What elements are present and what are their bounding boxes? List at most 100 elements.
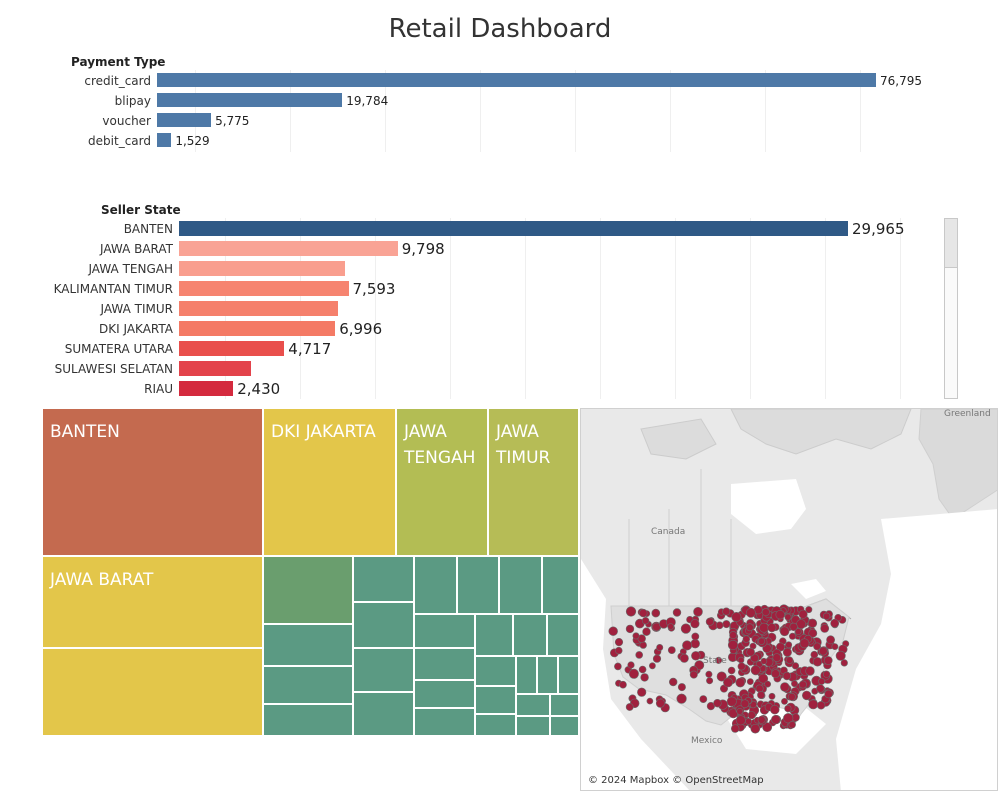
map-location-dot[interactable] — [705, 617, 714, 626]
map-location-dot[interactable] — [826, 635, 835, 645]
map-location-dot[interactable] — [791, 680, 798, 688]
map-location-dot[interactable] — [808, 699, 819, 710]
map-location-dot[interactable] — [682, 640, 693, 651]
payment-bar[interactable] — [157, 113, 212, 127]
map-location-dot[interactable] — [649, 662, 656, 670]
map-location-dot[interactable] — [705, 670, 713, 678]
treemap-tile-small[interactable] — [475, 686, 516, 714]
map-location-dot[interactable] — [788, 721, 796, 729]
map-location-dot[interactable] — [781, 697, 788, 705]
treemap-tile-small[interactable] — [263, 666, 353, 704]
map-location-dot[interactable] — [816, 684, 825, 693]
map-location-dot[interactable] — [699, 695, 708, 703]
treemap-tile-small[interactable] — [542, 556, 579, 614]
map-location-dot[interactable] — [667, 646, 676, 654]
map-location-dot[interactable] — [755, 684, 764, 693]
map-location-dot[interactable] — [785, 656, 794, 664]
map-location-dot[interactable] — [782, 671, 792, 681]
map-location-dot[interactable] — [742, 635, 751, 643]
map-location-dot[interactable] — [757, 715, 766, 724]
map-location-dot[interactable] — [835, 650, 846, 661]
map-location-dot[interactable] — [787, 692, 796, 701]
map-location-dot[interactable] — [818, 646, 828, 656]
map-location-dot[interactable] — [813, 642, 821, 651]
map-location-dot[interactable] — [638, 665, 647, 674]
map-location-dot[interactable] — [775, 610, 785, 620]
map-location-dot[interactable] — [771, 714, 781, 725]
map-location-dot[interactable] — [608, 626, 618, 636]
map-location-dot[interactable] — [762, 722, 773, 732]
map-location-dot[interactable] — [625, 606, 637, 617]
map-location-dot[interactable] — [628, 668, 639, 679]
map-location-dot[interactable] — [746, 678, 754, 685]
treemap-tile-small[interactable] — [414, 708, 475, 736]
map-location-dot[interactable] — [619, 680, 627, 689]
map-location-dot[interactable] — [656, 644, 664, 652]
treemap-tile-banten[interactable]: BANTEN — [42, 408, 263, 556]
map-location-dot[interactable] — [840, 659, 848, 667]
map-location-dot[interactable] — [771, 669, 780, 679]
treemap-tile-small[interactable] — [499, 556, 542, 614]
map-location-dot[interactable] — [625, 703, 634, 711]
map-location-dot[interactable] — [731, 724, 740, 733]
map-location-dot[interactable] — [641, 617, 650, 625]
map-location-dot[interactable] — [822, 612, 831, 621]
map-location-dot[interactable] — [639, 608, 648, 618]
treemap-tile-small[interactable] — [353, 692, 414, 736]
map-location-dot[interactable] — [798, 609, 808, 619]
map-location-dot[interactable] — [798, 680, 807, 689]
seller-chart-scrollbar[interactable] — [944, 218, 958, 399]
map-location-dot[interactable] — [831, 643, 839, 650]
map-location-dot[interactable] — [805, 606, 813, 614]
map-location-dot[interactable] — [745, 607, 756, 618]
map-location-dot[interactable] — [715, 621, 724, 630]
seller-bar[interactable] — [179, 341, 285, 356]
payment-bar[interactable] — [157, 133, 172, 147]
map-location-dot[interactable] — [799, 638, 810, 649]
treemap-tile-small[interactable] — [263, 704, 353, 736]
treemap-tile-small[interactable] — [353, 602, 414, 648]
map-location-dot[interactable] — [760, 657, 768, 665]
treemap-tile-small[interactable] — [516, 656, 537, 694]
map-location-dot[interactable] — [745, 717, 752, 725]
map-location-dot[interactable] — [716, 671, 727, 682]
map-location-dot[interactable] — [706, 677, 714, 685]
seller-location-map[interactable]: Greenland Canada Mexico State © 2024 Map… — [580, 408, 998, 791]
treemap-tile-jawa-tengah[interactable]: JAWA TENGAH — [396, 408, 488, 556]
map-location-dot[interactable] — [736, 707, 744, 715]
map-location-dot[interactable] — [726, 696, 737, 707]
treemap-tile-small[interactable] — [457, 556, 499, 614]
treemap-tile-small[interactable] — [414, 556, 457, 614]
map-location-dot[interactable] — [758, 673, 769, 684]
map-location-dot[interactable] — [652, 654, 662, 663]
map-location-dot[interactable] — [655, 698, 665, 708]
map-location-dot[interactable] — [818, 677, 826, 685]
map-location-dot[interactable] — [646, 697, 654, 705]
map-location-dot[interactable] — [824, 689, 833, 699]
map-location-dot[interactable] — [761, 608, 770, 617]
treemap-tile-small[interactable] — [475, 656, 516, 686]
treemap-tile-jawa-barat-part[interactable] — [42, 648, 263, 736]
map-location-dot[interactable] — [635, 651, 644, 659]
map-location-dot[interactable] — [727, 666, 736, 675]
map-location-dot[interactable] — [779, 626, 790, 637]
treemap-tile-small[interactable] — [513, 614, 547, 656]
map-location-dot[interactable] — [747, 711, 756, 720]
map-location-dot[interactable] — [764, 680, 771, 688]
map-location-dot[interactable] — [637, 687, 647, 697]
map-location-dot[interactable] — [627, 661, 635, 669]
map-location-dot[interactable] — [642, 627, 651, 636]
treemap-tile-small[interactable] — [263, 556, 353, 624]
seller-bar[interactable] — [179, 301, 338, 316]
map-location-dot[interactable] — [690, 619, 700, 629]
map-location-dot[interactable] — [735, 715, 746, 726]
treemap-tile-dki-jakarta[interactable]: DKI JAKARTA — [263, 408, 396, 556]
map-location-dot[interactable] — [768, 692, 776, 700]
map-location-dot[interactable] — [737, 656, 745, 664]
treemap-tile-small[interactable] — [475, 614, 513, 656]
map-location-dot[interactable] — [731, 612, 742, 623]
map-location-dot[interactable] — [668, 677, 678, 687]
map-location-dot[interactable] — [750, 665, 761, 676]
map-location-dot[interactable] — [820, 623, 830, 633]
treemap-tile-small[interactable] — [263, 624, 353, 666]
